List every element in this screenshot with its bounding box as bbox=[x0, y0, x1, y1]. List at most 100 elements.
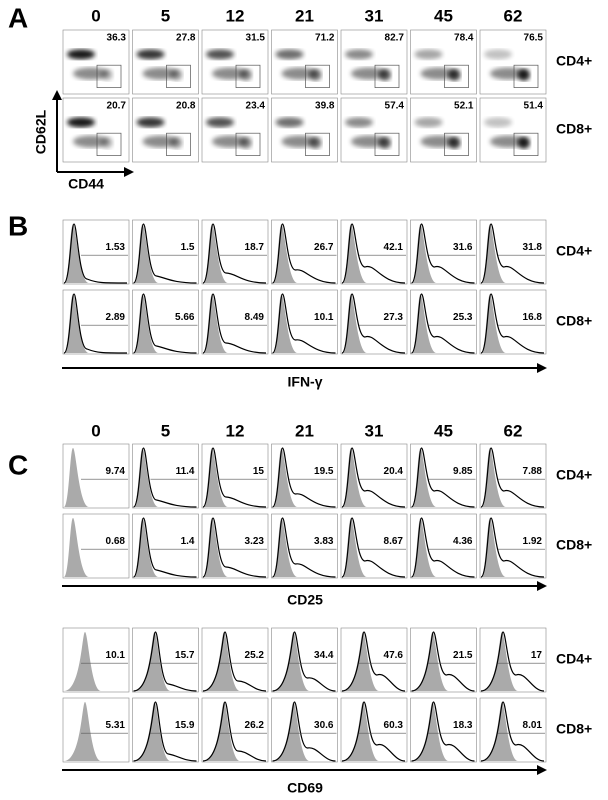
population bbox=[67, 49, 95, 60]
plot-frame bbox=[479, 97, 547, 163]
gate-value: 1.53 bbox=[106, 242, 126, 253]
plot-frame bbox=[410, 97, 477, 163]
plot-frame bbox=[132, 29, 199, 95]
population bbox=[484, 117, 512, 128]
control-histogram bbox=[64, 702, 101, 761]
control-histogram bbox=[272, 224, 298, 283]
histogram: 7.88 bbox=[479, 443, 547, 509]
sample-histogram bbox=[272, 701, 336, 762]
control-histogram bbox=[481, 518, 506, 577]
control-histogram bbox=[133, 702, 171, 761]
sample-histogram bbox=[480, 517, 545, 578]
control-histogram bbox=[133, 448, 159, 507]
plot-frame bbox=[410, 29, 477, 95]
histogram: 25.2 bbox=[201, 627, 269, 693]
sample-histogram bbox=[410, 447, 475, 508]
control-histogram bbox=[342, 702, 379, 761]
histogram: 8.01 bbox=[479, 697, 547, 763]
sample-histogram bbox=[202, 631, 267, 692]
histogram: 19.5 bbox=[271, 443, 338, 509]
population bbox=[136, 49, 165, 60]
sample-histogram bbox=[480, 701, 545, 762]
timepoint-label: 31 bbox=[365, 421, 384, 440]
gate-value: 26.2 bbox=[245, 720, 265, 731]
control-histogram bbox=[481, 702, 518, 761]
gate bbox=[96, 64, 122, 88]
control-histogram bbox=[133, 518, 159, 577]
control-histogram bbox=[203, 294, 228, 353]
population bbox=[281, 135, 318, 148]
gate-value: 39.8 bbox=[315, 101, 335, 112]
histogram: 9.85 bbox=[410, 443, 477, 509]
gate-value: 11.4 bbox=[176, 466, 195, 477]
gate-value: 31.8 bbox=[523, 242, 543, 253]
row-label: CD4+ bbox=[556, 651, 592, 667]
gate-value: 15.9 bbox=[175, 720, 195, 731]
gate bbox=[96, 132, 122, 156]
population bbox=[240, 68, 252, 81]
population bbox=[345, 117, 373, 128]
population bbox=[518, 136, 530, 149]
gate-value: 19.5 bbox=[314, 466, 334, 477]
row-label: CD8+ bbox=[556, 313, 592, 329]
histogram: 2.89 bbox=[62, 289, 130, 355]
timepoint-label: 21 bbox=[295, 6, 314, 25]
control-histogram bbox=[64, 518, 89, 577]
population bbox=[206, 117, 234, 128]
sample-histogram bbox=[63, 293, 128, 354]
sample-histogram bbox=[341, 631, 406, 692]
gate-value: 76.5 bbox=[524, 33, 544, 44]
sample-histogram bbox=[272, 631, 336, 692]
control-histogram bbox=[481, 294, 506, 353]
population bbox=[448, 136, 461, 149]
gate bbox=[374, 64, 400, 88]
population bbox=[275, 117, 304, 128]
gate-value: 9.85 bbox=[453, 466, 473, 477]
control-histogram bbox=[342, 448, 367, 507]
control-histogram bbox=[411, 702, 449, 761]
histogram: 1.5 bbox=[132, 219, 199, 285]
panel-letter: C bbox=[8, 449, 28, 480]
sample-histogram bbox=[202, 447, 267, 508]
gate-value: 31.6 bbox=[453, 242, 473, 253]
control-histogram bbox=[411, 518, 437, 577]
dot-plot: 23.4 bbox=[201, 97, 269, 163]
plot-frame bbox=[340, 97, 408, 163]
population bbox=[67, 117, 95, 128]
control-histogram bbox=[272, 518, 298, 577]
plot-frame bbox=[132, 97, 199, 163]
sample-histogram bbox=[410, 293, 475, 354]
timepoint-label: 12 bbox=[226, 6, 245, 25]
sample-histogram bbox=[341, 517, 406, 578]
plot-frame bbox=[271, 97, 338, 163]
gate bbox=[374, 132, 400, 156]
panel-letter: B bbox=[8, 210, 28, 241]
gate-value: 26.7 bbox=[314, 242, 334, 253]
gate bbox=[235, 64, 261, 88]
dot-plot: 78.4 bbox=[410, 29, 477, 95]
histogram: 8.49 bbox=[201, 289, 269, 355]
population bbox=[206, 49, 234, 60]
gate-value: 71.2 bbox=[315, 33, 335, 44]
sample-histogram bbox=[341, 701, 406, 762]
gate-value: 1.4 bbox=[181, 536, 195, 547]
plot-frame bbox=[271, 697, 338, 763]
gate-value: 51.4 bbox=[524, 101, 544, 112]
control-histogram bbox=[133, 294, 159, 353]
gate-value: 78.4 bbox=[454, 33, 474, 44]
histogram: 26.2 bbox=[201, 697, 269, 763]
gate-value: 16.8 bbox=[523, 312, 543, 323]
population bbox=[281, 67, 318, 80]
dot-plot: 20.8 bbox=[132, 97, 199, 163]
dot-plot: 57.4 bbox=[340, 97, 408, 163]
panel-letter: A bbox=[8, 2, 28, 33]
sample-histogram bbox=[411, 701, 475, 762]
plot-frame bbox=[340, 627, 408, 693]
population bbox=[414, 117, 443, 128]
population bbox=[448, 68, 461, 81]
gate-value: 21.5 bbox=[453, 650, 473, 661]
plot-frame bbox=[62, 627, 130, 693]
sample-histogram bbox=[341, 293, 406, 354]
histogram: 10.1 bbox=[271, 289, 338, 355]
control-histogram bbox=[411, 632, 449, 691]
